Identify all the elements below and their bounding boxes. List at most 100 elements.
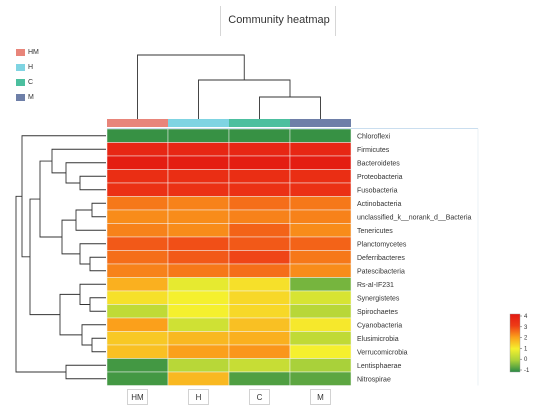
row-label: Spirochaetes: [357, 309, 398, 316]
heatmap-cell: [289, 209, 352, 224]
heatmap-cell: [167, 358, 230, 373]
row-label: Nitrospirae: [357, 376, 391, 383]
group-legend: HM H C M: [16, 46, 39, 106]
heatmap-cell: [228, 155, 291, 170]
heatmap-cell: [106, 250, 169, 265]
row-dendrogram-branch: [79, 243, 106, 265]
heatmap-cell: [289, 317, 352, 332]
heatmap-cell: [289, 371, 352, 386]
row-label: Bacteroidetes: [357, 160, 400, 167]
row-label: Verrucomicrobia: [357, 349, 408, 356]
heatmap-cell: [167, 263, 230, 278]
chart-title: Community heatmap: [228, 14, 330, 26]
heatmap-cell: [106, 128, 169, 143]
column-label: HM: [131, 393, 144, 402]
legend-item-hm: HM: [16, 46, 39, 59]
heatmap-cell: [228, 142, 291, 157]
colorbar-tick-label: 0: [524, 357, 528, 363]
heatmap-cell: [289, 250, 352, 265]
heatmap-cell: [228, 128, 291, 143]
row-label: Tenericutes: [357, 228, 393, 235]
heatmap-cell: [167, 371, 230, 386]
row-dendrogram-branch: [79, 283, 106, 305]
heatmap-cell: [106, 344, 169, 359]
heatmap-cell: [167, 344, 230, 359]
heatmap-cell: [106, 223, 169, 238]
heatmap-cell: [167, 182, 230, 197]
legend-label-h: H: [28, 64, 34, 71]
heatmap-cell: [106, 304, 169, 319]
row-dendrogram-branch: [51, 148, 106, 174]
row-label: Firmicutes: [357, 147, 390, 154]
colorbar: [509, 313, 521, 373]
heatmap-cell: [228, 290, 291, 305]
heatmap-cell: [167, 155, 230, 170]
column-dendrogram-branch: [137, 54, 245, 119]
row-dendrogram-branch: [75, 209, 106, 231]
title-frame: Community heatmap: [220, 6, 336, 36]
heatmap-cell: [228, 344, 291, 359]
row-label: Synergistetes: [357, 295, 400, 302]
legend-item-h: H: [16, 61, 39, 74]
heatmap-cell: [289, 155, 352, 170]
heatmap-cell: [289, 304, 352, 319]
row-label: Lentisphaerae: [357, 363, 401, 370]
heatmap-cell: [228, 169, 291, 184]
row-label: Rs-aI-IF231: [357, 282, 394, 289]
heatmap-cell: [106, 263, 169, 278]
colorbar-tick-label: -1: [524, 368, 530, 374]
colorbar-tick-label: 3: [524, 325, 528, 331]
group-bar-c: [229, 119, 290, 127]
heatmap-cell: [289, 196, 352, 211]
row-dendrogram-branch: [15, 195, 66, 373]
row-dendrogram-branch: [89, 297, 106, 312]
heatmap-cell: [167, 250, 230, 265]
heatmap-cell: [167, 290, 230, 305]
legend-swatch-m: [16, 94, 25, 101]
heatmap-cell: [289, 223, 352, 238]
heatmap-cell: [228, 263, 291, 278]
heatmap-cell: [289, 169, 352, 184]
row-dendrogram-branch: [79, 175, 106, 191]
heatmap-cell: [106, 196, 169, 211]
heatmap-cell: [106, 169, 169, 184]
column-label: C: [257, 393, 263, 402]
heatmap-cell: [228, 371, 291, 386]
colorbar-tick-label: 2: [524, 336, 528, 342]
column-label: M: [317, 393, 324, 402]
heatmap-cell: [167, 317, 230, 332]
group-bar-m: [290, 119, 351, 127]
heatmap-cell: [289, 290, 352, 305]
heatmap-cell: [106, 290, 169, 305]
heatmap-cell: [167, 128, 230, 143]
heatmap-cell: [228, 317, 291, 332]
heatmap-cell: [228, 304, 291, 319]
legend-swatch-hm: [16, 49, 25, 56]
heatmap-cell: [228, 331, 291, 346]
row-dendrogram-branch: [21, 135, 106, 258]
heatmap-cell: [167, 236, 230, 251]
heatmap-cell: [106, 358, 169, 373]
row-dendrogram-branch: [65, 364, 106, 380]
group-bar-h: [168, 119, 229, 127]
row-dendrogram-branch: [61, 219, 80, 255]
row-dendrogram-branch: [89, 256, 106, 272]
row-label: Patescibacteria: [357, 268, 405, 275]
legend-item-c: C: [16, 76, 39, 89]
row-dendrogram-branch: [59, 293, 82, 336]
heatmap-cell: [289, 128, 352, 143]
heatmap-cell: [167, 331, 230, 346]
heatmap-cell: [228, 182, 291, 197]
heatmap-cell: [228, 196, 291, 211]
row-label: unclassified_k__norank_d__Bacteria: [357, 214, 472, 221]
heatmap-cell: [228, 209, 291, 224]
heatmap-cell: [228, 236, 291, 251]
heatmap-cell: [167, 277, 230, 292]
heatmap-cell: [167, 304, 230, 319]
heatmap-cell: [167, 196, 230, 211]
group-bar-hm: [107, 119, 168, 127]
legend-label-c: C: [28, 79, 34, 86]
heatmap-cell: [106, 155, 169, 170]
heatmap-cell: [106, 371, 169, 386]
